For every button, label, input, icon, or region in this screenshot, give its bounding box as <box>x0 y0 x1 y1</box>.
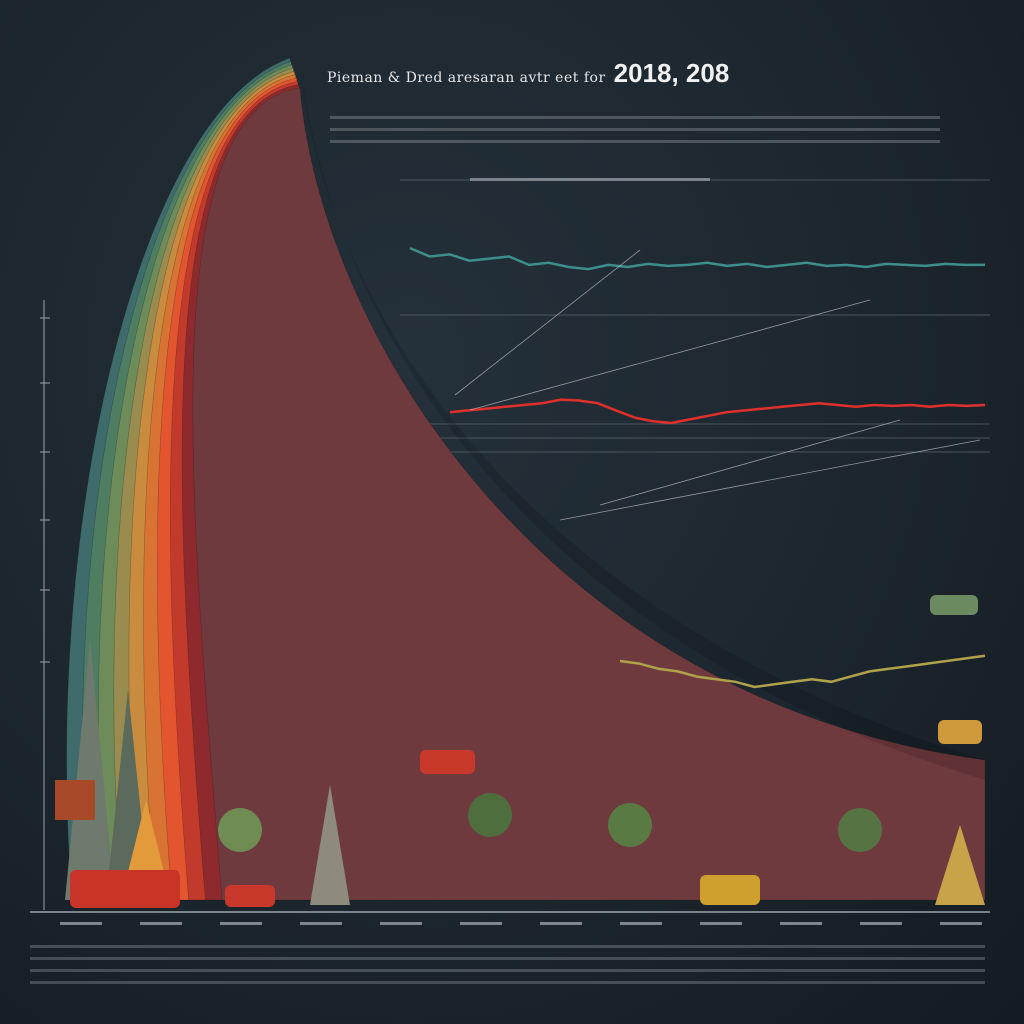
x-tick-label <box>620 922 662 925</box>
leader-line <box>469 299 871 411</box>
tree-icon <box>838 808 882 852</box>
x-tick-label <box>700 922 742 925</box>
fine-print-line <box>470 178 710 181</box>
series-line <box>619 654 986 689</box>
leader-line <box>454 249 641 396</box>
leader-line <box>559 439 981 521</box>
x-tick-label <box>140 922 182 925</box>
series-lines <box>409 246 986 689</box>
mountain-icon <box>935 825 985 905</box>
truck-icon <box>55 780 95 820</box>
x-tick-label <box>300 922 342 925</box>
tree-icon <box>468 793 512 837</box>
scenery <box>55 595 985 908</box>
chart-title-year: 2018, 208 <box>613 58 730 88</box>
car-icon <box>930 595 978 615</box>
chart-title-text: Pieman & Dred aresaran avtr eet for <box>327 70 606 86</box>
series-line <box>409 246 985 271</box>
car-icon <box>700 875 760 905</box>
fine-print-line <box>330 140 940 143</box>
car-icon <box>225 885 275 907</box>
fine-print-line <box>30 957 985 960</box>
tree-icon <box>218 808 262 852</box>
fine-print <box>30 116 985 984</box>
temple-icon <box>65 640 115 900</box>
leader-line <box>599 419 901 506</box>
x-tick-label <box>780 922 822 925</box>
x-tick-label <box>380 922 422 925</box>
x-tick-label <box>540 922 582 925</box>
x-tick-label <box>60 922 102 925</box>
car-icon <box>70 870 180 908</box>
fine-print-line <box>330 116 940 119</box>
x-tick-label <box>860 922 902 925</box>
series-line <box>449 398 986 425</box>
chart-title: Pieman & Dred aresaran avtr eet for 2018… <box>327 58 747 94</box>
fine-print-line <box>30 981 985 984</box>
x-tick-label <box>220 922 262 925</box>
x-tick-label <box>940 922 982 925</box>
car-icon <box>420 750 475 774</box>
mountain-icon <box>310 785 350 905</box>
area-bands <box>66 57 986 901</box>
car-icon <box>938 720 982 744</box>
tree-icon <box>608 803 652 847</box>
fine-print-line <box>30 969 985 972</box>
fine-print-line <box>30 945 985 948</box>
x-tick-label <box>460 922 502 925</box>
fine-print-line <box>330 128 940 131</box>
area-band <box>192 87 986 901</box>
